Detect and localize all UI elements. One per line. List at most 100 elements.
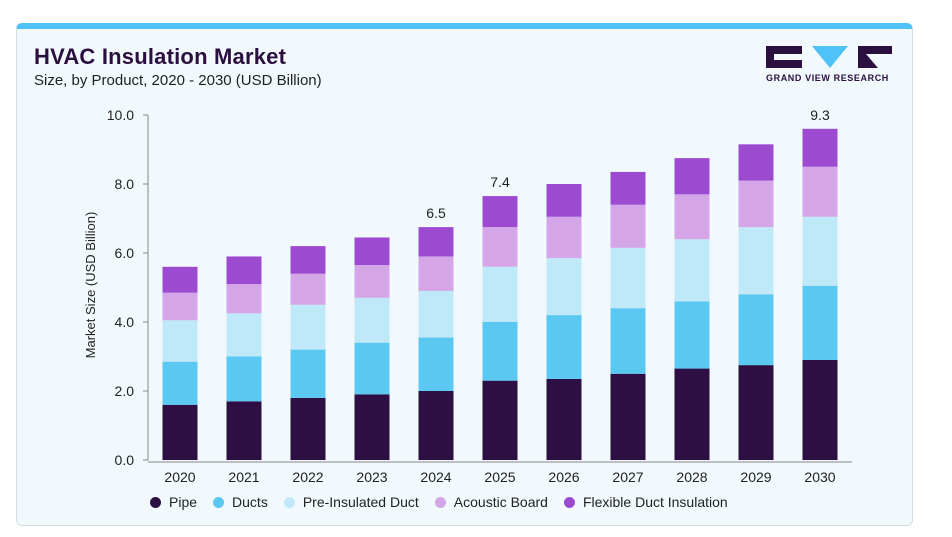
bar-acoustic-board-2027 (610, 204, 646, 248)
bar-pre-insulated-duct-2024 (418, 290, 454, 338)
bar-ducts-2026 (546, 315, 582, 379)
y-tick-label: 6.0 (115, 245, 135, 261)
bar-pipe-2029 (738, 365, 774, 460)
annotations-group: 6.5 7.4 9.3 (426, 107, 830, 221)
bar-acoustic-board-2020 (162, 292, 198, 321)
y-tick-label: 8.0 (115, 176, 135, 192)
bar-pre-insulated-duct-2027 (610, 247, 646, 309)
bar-flexible-duct-insulation-2023 (354, 237, 390, 266)
x-tick-label: 2030 (804, 469, 835, 485)
bar-flexible-duct-insulation-2024 (418, 227, 454, 257)
legend: Pipe Ducts Pre-Insulated Duct Acoustic Boar… (150, 494, 728, 510)
bar-pipe-2025 (482, 380, 518, 460)
bar-flexible-duct-insulation-2022 (290, 246, 326, 274)
bar-flexible-duct-insulation-2029 (738, 144, 774, 181)
bar-ducts-2027 (610, 308, 646, 374)
bar-pre-insulated-duct-2023 (354, 297, 390, 343)
chart-subtitle: Size, by Product, 2020 - 2030 (USD Billi… (34, 72, 322, 89)
bar-flexible-duct-insulation-2030 (802, 128, 838, 167)
legend-swatch (283, 496, 295, 508)
bar-flexible-duct-insulation-2020 (162, 266, 198, 293)
bar-pre-insulated-duct-2028 (674, 239, 710, 302)
bar-flexible-duct-insulation-2027 (610, 171, 646, 205)
bar-acoustic-board-2026 (546, 216, 582, 259)
bar-pre-insulated-duct-2029 (738, 227, 774, 295)
bar-pre-insulated-duct-2030 (802, 216, 838, 286)
y-tick-label: 0.0 (115, 452, 135, 468)
x-tick-label: 2025 (484, 469, 515, 485)
y-tick-label: 4.0 (115, 314, 135, 330)
legend-item: Pipe (150, 494, 197, 510)
y-tick-label: 10.0 (107, 107, 134, 123)
bar-pipe-2026 (546, 378, 582, 460)
x-tick-label: 2028 (676, 469, 707, 485)
bar-pipe-2022 (290, 397, 326, 460)
legend-item: Pre-Insulated Duct (283, 494, 419, 510)
bar-flexible-duct-insulation-2028 (674, 158, 710, 195)
brand-name: GRAND VIEW RESEARCH (766, 73, 889, 83)
bar-pre-insulated-duct-2026 (546, 258, 582, 316)
bar-acoustic-board-2028 (674, 194, 710, 240)
bar-acoustic-board-2029 (738, 180, 774, 228)
brand-logo (766, 46, 892, 68)
legend-label: Ducts (232, 494, 268, 510)
legend-label: Pre-Insulated Duct (302, 494, 419, 510)
x-tick-label: 2024 (420, 469, 451, 485)
bar-acoustic-board-2025 (482, 227, 518, 267)
bar-acoustic-board-2030 (802, 166, 838, 217)
bar-pipe-2030 (802, 359, 838, 460)
x-axis: 2020 2021 2022 2023 2024 2025 2026 2027 2028 2029… (148, 461, 852, 485)
bar-pipe-2020 (162, 404, 198, 460)
bar-flexible-duct-insulation-2026 (546, 184, 582, 217)
x-tick-label: 2023 (356, 469, 387, 485)
bar-ducts-2029 (738, 294, 774, 366)
legend-item: Flexible Duct Insulation (563, 494, 728, 510)
x-tick-label: 2022 (292, 469, 323, 485)
bar-acoustic-board-2022 (290, 273, 326, 305)
bar-pre-insulated-duct-2022 (290, 304, 326, 350)
legend-swatch (563, 496, 575, 508)
bar-pipe-2028 (674, 368, 710, 460)
bar-ducts-2020 (162, 361, 198, 405)
total-label-2025: 7.4 (490, 174, 510, 190)
x-tick-label: 2029 (740, 469, 771, 485)
x-tick-label: 2021 (228, 469, 259, 485)
bar-ducts-2028 (674, 301, 710, 369)
bar-acoustic-board-2021 (226, 284, 262, 314)
chart-title: HVAC Insulation Market (34, 44, 287, 69)
y-tick-label: 2.0 (115, 383, 135, 399)
bar-pre-insulated-duct-2025 (482, 266, 518, 322)
legend-swatch (213, 496, 225, 508)
x-tick-label: 2027 (612, 469, 643, 485)
bar-ducts-2022 (290, 349, 326, 398)
bar-acoustic-board-2024 (418, 256, 454, 291)
bar-ducts-2024 (418, 337, 454, 391)
bar-ducts-2025 (482, 322, 518, 381)
bar-pre-insulated-duct-2020 (162, 320, 198, 362)
bar-acoustic-board-2023 (354, 265, 390, 298)
bars-group (162, 128, 838, 460)
bar-pipe-2023 (354, 394, 390, 460)
bar-ducts-2023 (354, 342, 390, 395)
bar-pipe-2021 (226, 401, 262, 460)
bar-ducts-2021 (226, 356, 262, 402)
bar-flexible-duct-insulation-2025 (482, 196, 518, 228)
bar-ducts-2030 (802, 285, 838, 360)
legend-label: Flexible Duct Insulation (582, 494, 728, 510)
bar-pipe-2027 (610, 373, 646, 460)
legend-label: Acoustic Board (453, 494, 548, 510)
legend-swatch (434, 496, 446, 508)
total-label-2024: 6.5 (426, 205, 446, 221)
legend-label: Pipe (169, 494, 198, 510)
total-label-2030: 9.3 (810, 107, 830, 123)
x-tick-label: 2026 (548, 469, 579, 485)
bar-pipe-2024 (418, 391, 454, 460)
legend-item: Acoustic Board (434, 494, 548, 510)
y-axis: 0.0 2.0 4.0 6.0 8.0 10.0 (107, 107, 149, 468)
legend-item: Ducts (213, 494, 268, 510)
y-axis-label: Market Size (USD Billion) (83, 212, 98, 359)
legend-swatch (150, 496, 161, 508)
bar-pre-insulated-duct-2021 (226, 313, 262, 357)
x-tick-label: 2020 (164, 469, 195, 485)
